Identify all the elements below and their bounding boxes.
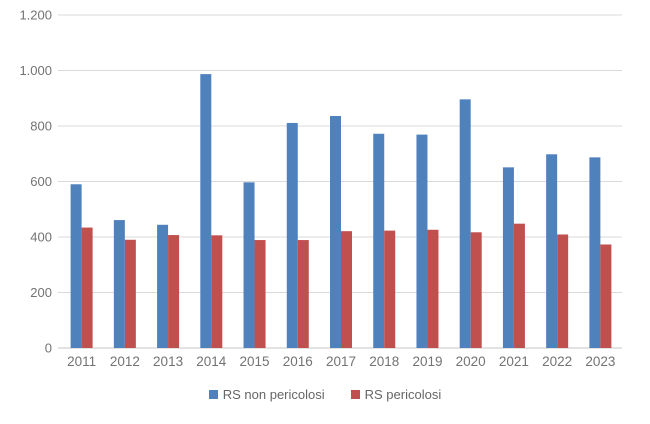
bar-rs-pericolosi-2015 — [254, 240, 266, 348]
bar-rs-non-pericolosi-2016 — [286, 122, 298, 348]
bar-rs-pericolosi-2014 — [211, 235, 223, 348]
x-axis-tick-label-2015: 2015 — [240, 354, 270, 369]
bar-rs-non-pericolosi-2019 — [416, 134, 428, 348]
y-axis-tick-label-800: 800 — [30, 119, 52, 134]
bar-rs-pericolosi-2021 — [513, 223, 525, 348]
bar-rs-non-pericolosi-2022 — [546, 154, 558, 348]
legend-swatch-rs-non-pericolosi-icon — [208, 390, 218, 399]
bar-rs-pericolosi-2019 — [427, 229, 439, 348]
x-axis-tick-label-2021: 2021 — [499, 354, 529, 369]
bar-rs-pericolosi-2023 — [600, 244, 612, 348]
bar-rs-non-pericolosi-2015 — [243, 182, 255, 348]
x-axis-tick-label-2019: 2019 — [412, 354, 442, 369]
y-axis-tick-label-400: 400 — [30, 230, 52, 245]
bar-rs-pericolosi-2020 — [470, 232, 482, 348]
x-axis-tick-label-2023: 2023 — [585, 354, 615, 369]
bar-rs-pericolosi-2016 — [297, 240, 309, 348]
y-axis-tick-label-200: 200 — [30, 285, 52, 300]
bar-rs-pericolosi-2013 — [168, 235, 180, 348]
y-axis-tick-label-1-000: 1.000 — [19, 63, 52, 78]
x-axis-tick-label-2012: 2012 — [110, 354, 140, 369]
legend-label-rs-pericolosi: RS pericolosi — [364, 387, 442, 402]
bar-rs-pericolosi-2022 — [557, 234, 569, 348]
x-axis-tick-label-2013: 2013 — [153, 354, 183, 369]
bar-rs-non-pericolosi-2013 — [157, 224, 169, 348]
bar-rs-non-pericolosi-2012 — [113, 220, 125, 348]
bar-rs-non-pericolosi-2014 — [200, 74, 212, 349]
bar-rs-pericolosi-2018 — [384, 230, 396, 348]
bar-rs-non-pericolosi-2020 — [459, 99, 471, 348]
bar-rs-non-pericolosi-2023 — [589, 157, 601, 348]
x-axis-tick-label-2014: 2014 — [196, 354, 227, 369]
legend-item-rs-non-pericolosi: RS non pericolosi — [208, 387, 325, 402]
chart-legend: RS non pericolosi RS pericolosi — [0, 387, 650, 402]
x-axis-tick-label-2017: 2017 — [326, 354, 356, 369]
bar-rs-pericolosi-2017 — [341, 231, 352, 348]
x-axis-tick-label-2011: 2011 — [67, 354, 96, 369]
chart-plot-area: 0 200 400 600 800 1.000 1.200 2011 2012 2013 2014 2… — [19, 8, 622, 369]
bar-rs-non-pericolosi-2011 — [70, 184, 82, 348]
bar-rs-pericolosi-2011 — [81, 227, 93, 348]
bar-rs-non-pericolosi-2021 — [502, 167, 514, 348]
x-axis-tick-label-2020: 2020 — [456, 354, 486, 369]
y-axis-tick-label-0: 0 — [45, 341, 52, 356]
legend-item-rs-pericolosi: RS pericolosi — [350, 387, 442, 402]
legend-label-rs-non-pericolosi: RS non pericolosi — [222, 387, 325, 402]
legend-swatch-rs-pericolosi-icon — [350, 390, 360, 399]
bar-rs-non-pericolosi-2017 — [330, 116, 341, 348]
bar-rs-non-pericolosi-2018 — [373, 133, 385, 348]
x-axis-tick-label-2016: 2016 — [283, 354, 313, 369]
y-axis-tick-label-600: 600 — [30, 174, 52, 189]
bar-rs-pericolosi-2012 — [124, 239, 136, 348]
x-axis-tick-label-2018: 2018 — [369, 354, 399, 369]
x-axis-tick-label-2022: 2022 — [542, 354, 572, 369]
y-axis-tick-label-1-200: 1.200 — [19, 8, 52, 23]
